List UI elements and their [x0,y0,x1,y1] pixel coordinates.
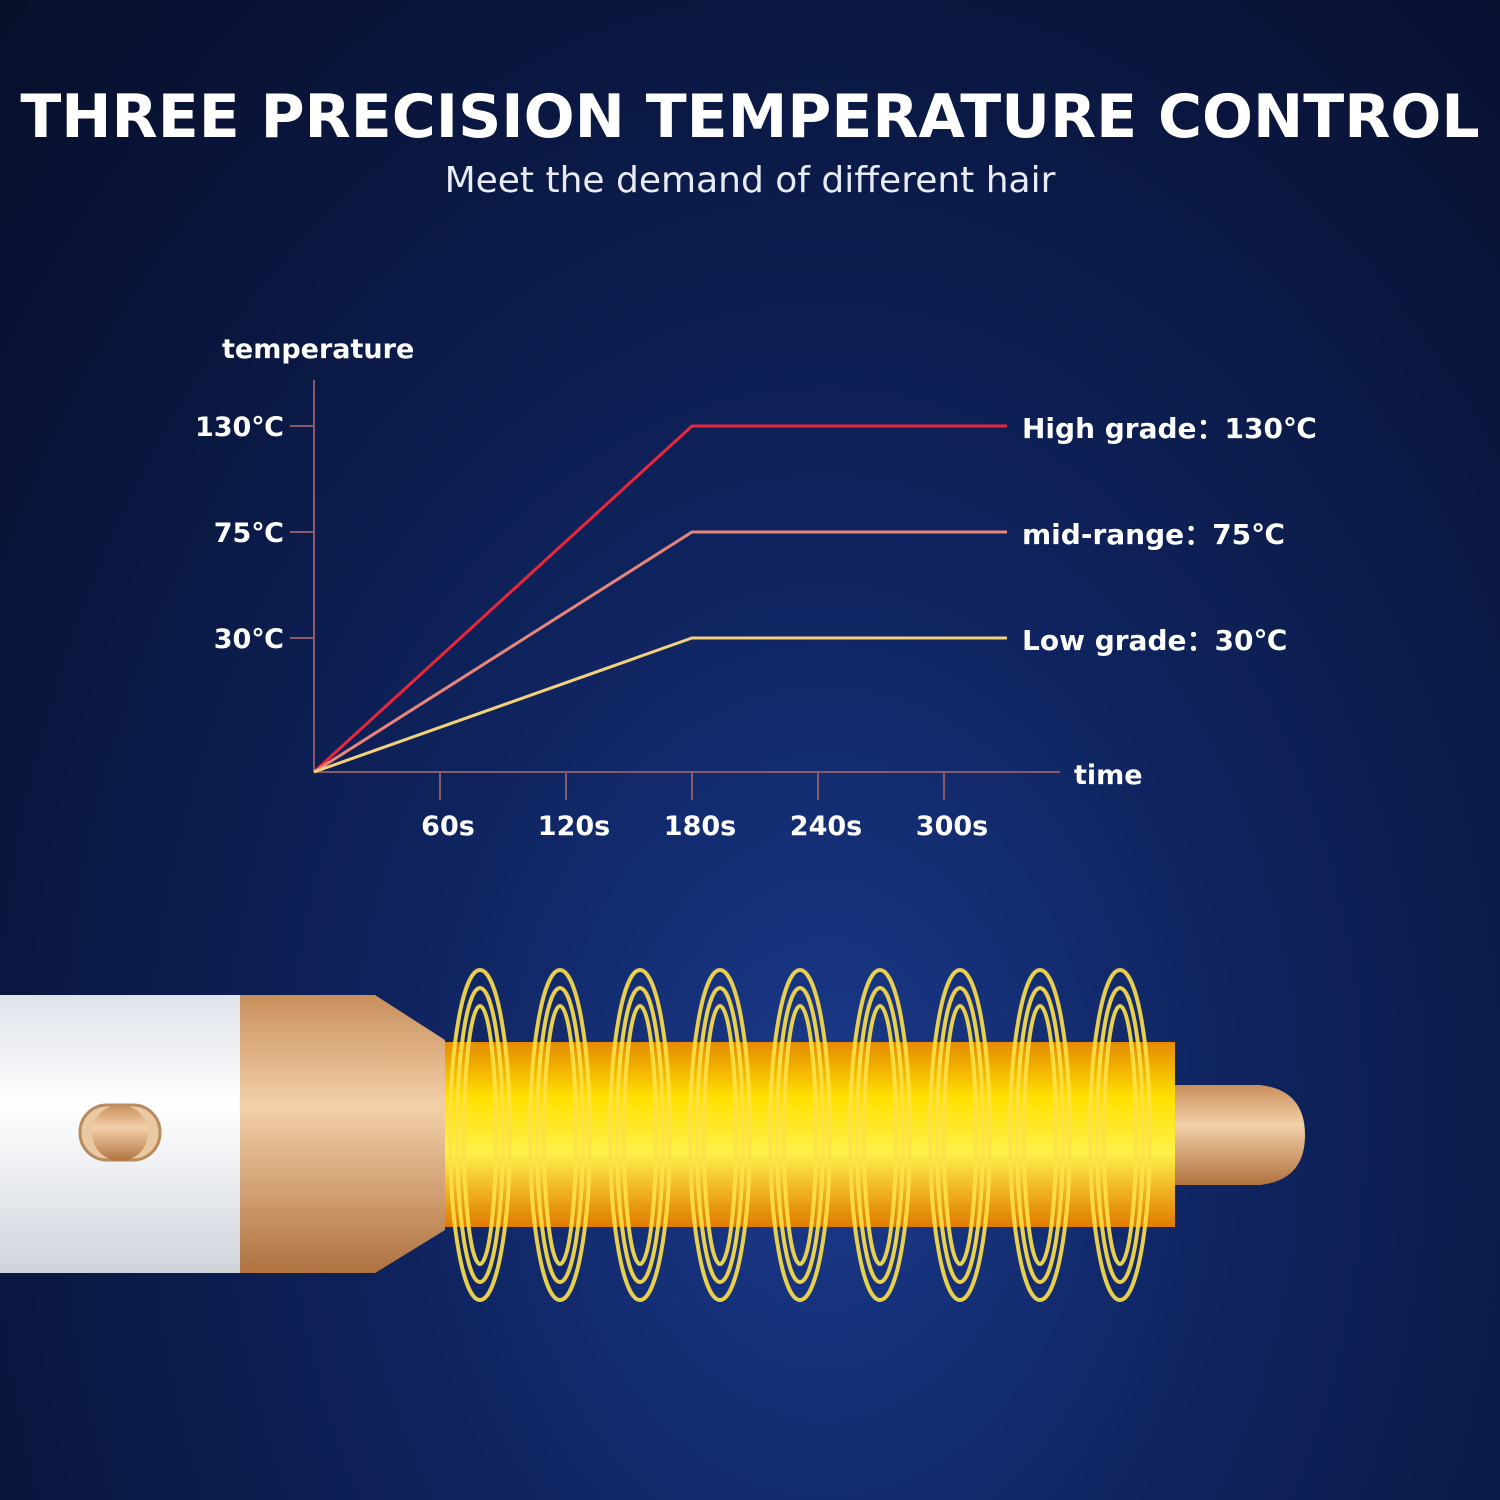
gold-collar [240,995,445,1273]
heat-wave-ring [848,968,912,1302]
heat-wave-ring [935,986,985,1284]
series-line-1 [313,530,1007,774]
heat-wave-ring [1102,1004,1138,1266]
heat-wave-ring [1088,968,1152,1302]
x-tick-label: 60s [421,811,475,842]
series-label-2: Low grade：30℃ [1022,624,1287,657]
y-tick-label: 75℃ [214,518,284,549]
power-switch [78,1103,162,1162]
y-axis-label: temperature [222,334,414,365]
heat-wave-ring [1095,986,1145,1284]
series-line-2 [313,636,1007,774]
temperature-chart: temperature time 60s 120s 180s 240s 300s 30℃ 7… [195,334,1317,842]
handle [0,995,245,1273]
series-label-1: mid-range：75℃ [1022,518,1285,551]
y-tick-label: 130℃ [195,412,284,443]
heat-wave-ring [695,986,745,1284]
x-tick-label: 240s [790,811,862,842]
switch-knob [92,1105,148,1161]
heat-wave-ring [535,986,585,1284]
heat-wave-ring [1022,1004,1058,1266]
barrel-tip [1175,1085,1305,1185]
page-title: THREE PRECISION TEMPERATURE CONTROL [20,82,1480,152]
heat-wave-ring [702,1004,738,1266]
heat-wave-ring [528,968,592,1302]
x-tick-label: 120s [538,811,610,842]
x-tick-label: 300s [916,811,988,842]
y-tick-label: 30℃ [214,624,284,655]
heat-wave-ring [928,968,992,1302]
heat-wave-ring [862,1004,898,1266]
heat-wave-ring [462,1004,498,1266]
heat-wave-ring [455,986,505,1284]
heat-wave-ring [622,1004,658,1266]
heat-wave-ring [608,968,672,1302]
x-tick-label: 180s [664,811,736,842]
page-subtitle: Meet the demand of different hair [444,160,1056,201]
heat-wave-ring [448,968,512,1302]
series-label-0: High grade：130℃ [1022,412,1317,445]
heat-wave-ring [768,968,832,1302]
heat-wave-ring [782,1004,818,1266]
heat-wave-ring [615,986,665,1284]
heat-wave-ring [542,1004,578,1266]
heat-wave-ring [775,986,825,1284]
heat-wave-ring [942,1004,978,1266]
heat-wave-ring [1015,986,1065,1284]
heated-barrel [445,1042,1175,1227]
heat-wave-ring [688,968,752,1302]
x-axis-label: time [1074,760,1143,791]
heat-wave-ring [1008,968,1072,1302]
series-line-0 [312,424,1007,774]
heat-wave-ring [855,986,905,1284]
